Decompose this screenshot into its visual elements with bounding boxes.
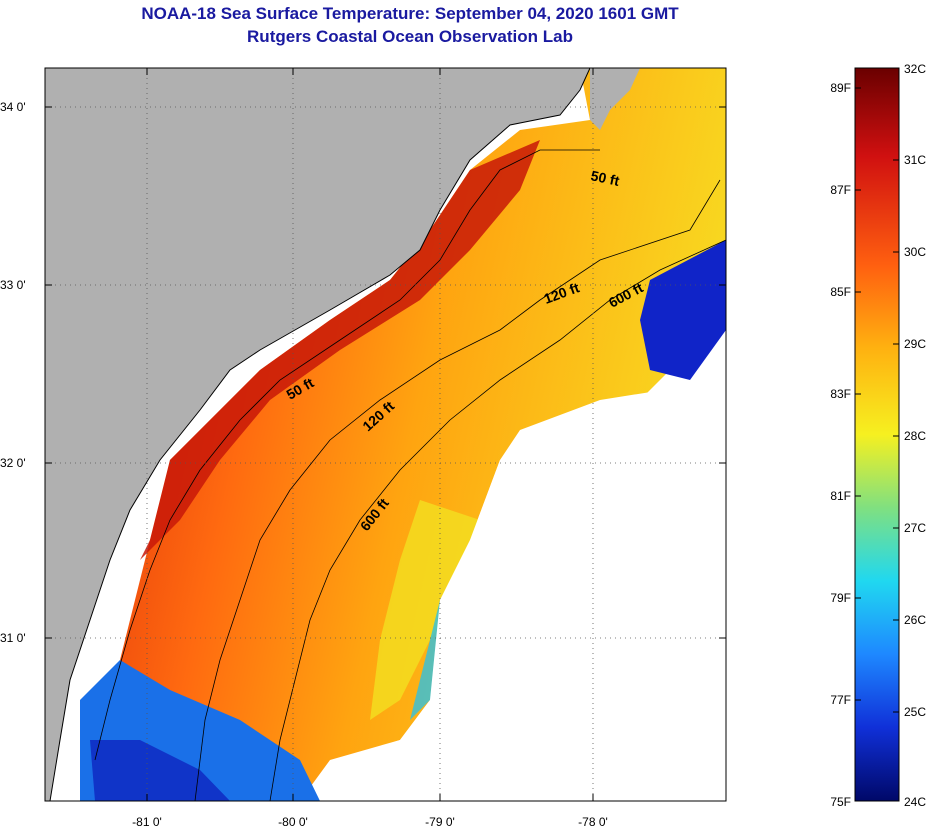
colorbar-label-81f: 81F — [830, 489, 851, 503]
coastline — [49, 68, 591, 801]
colorbar-label-75f: 75F — [830, 795, 851, 809]
mid-patch — [370, 500, 480, 720]
lon-label-81: -81 0' — [132, 815, 162, 829]
colorbar-label-25c: 25C — [904, 705, 926, 719]
colorbar-label-31c: 31C — [904, 153, 926, 167]
map-frame — [44, 67, 727, 802]
lon-label-79: -79 0' — [425, 815, 455, 829]
contour-label-50ft-north: 50 ft — [589, 167, 621, 189]
land-northeast — [590, 68, 640, 130]
contour-600ft — [269, 239, 726, 801]
map-subtitle: Rutgers Coastal Ocean Observation Lab — [247, 27, 573, 46]
lat-label-34: 34 0' — [0, 100, 26, 114]
lon-label-80: -80 0' — [278, 815, 308, 829]
cloud-mask-offshore — [330, 380, 726, 801]
colorbar-label-77f: 77F — [830, 693, 851, 707]
warm-nearshore-band — [140, 140, 540, 560]
cool-patch-northeast — [640, 240, 726, 380]
colorbar-celsius-ticks — [893, 159, 899, 713]
lon-label-78: -78 0' — [578, 815, 608, 829]
colorbar-label-29c: 29C — [904, 337, 926, 351]
colorbar — [854, 67, 900, 802]
contour-50ft — [94, 149, 600, 761]
colorbar-label-27c: 27C — [904, 521, 926, 535]
axis-ticks — [45, 68, 726, 801]
colorbar-label-32c: 32C — [904, 62, 926, 76]
map-title: NOAA-18 Sea Surface Temperature: Septemb… — [141, 4, 679, 23]
colorbar-label-87f: 87F — [830, 183, 851, 197]
lat-label-33: 33 0' — [0, 278, 26, 292]
lat-label-31: 31 0' — [0, 631, 26, 645]
colorbar-label-26c: 26C — [904, 613, 926, 627]
sst-field — [80, 68, 726, 801]
colorbar-label-24c: 24C — [904, 795, 926, 809]
land-mass — [45, 68, 590, 801]
colorbar-label-79f: 79F — [830, 591, 851, 605]
colorbar-label-28c: 28C — [904, 429, 926, 443]
colorbar-label-30c: 30C — [904, 245, 926, 259]
graticule — [45, 68, 726, 801]
contour-120ft — [194, 179, 721, 801]
map-area: 50 ft 50 ft 120 ft 120 ft 600 ft 600 ft — [45, 68, 726, 801]
colorbar-label-85f: 85F — [830, 285, 851, 299]
lat-label-32: 32 0' — [0, 456, 26, 470]
cool-patch-inner — [90, 740, 230, 801]
colorbar-fahrenheit-ticks — [855, 87, 861, 701]
colorbar-label-89f: 89F — [830, 81, 851, 95]
colorbar-label-83f: 83F — [830, 387, 851, 401]
